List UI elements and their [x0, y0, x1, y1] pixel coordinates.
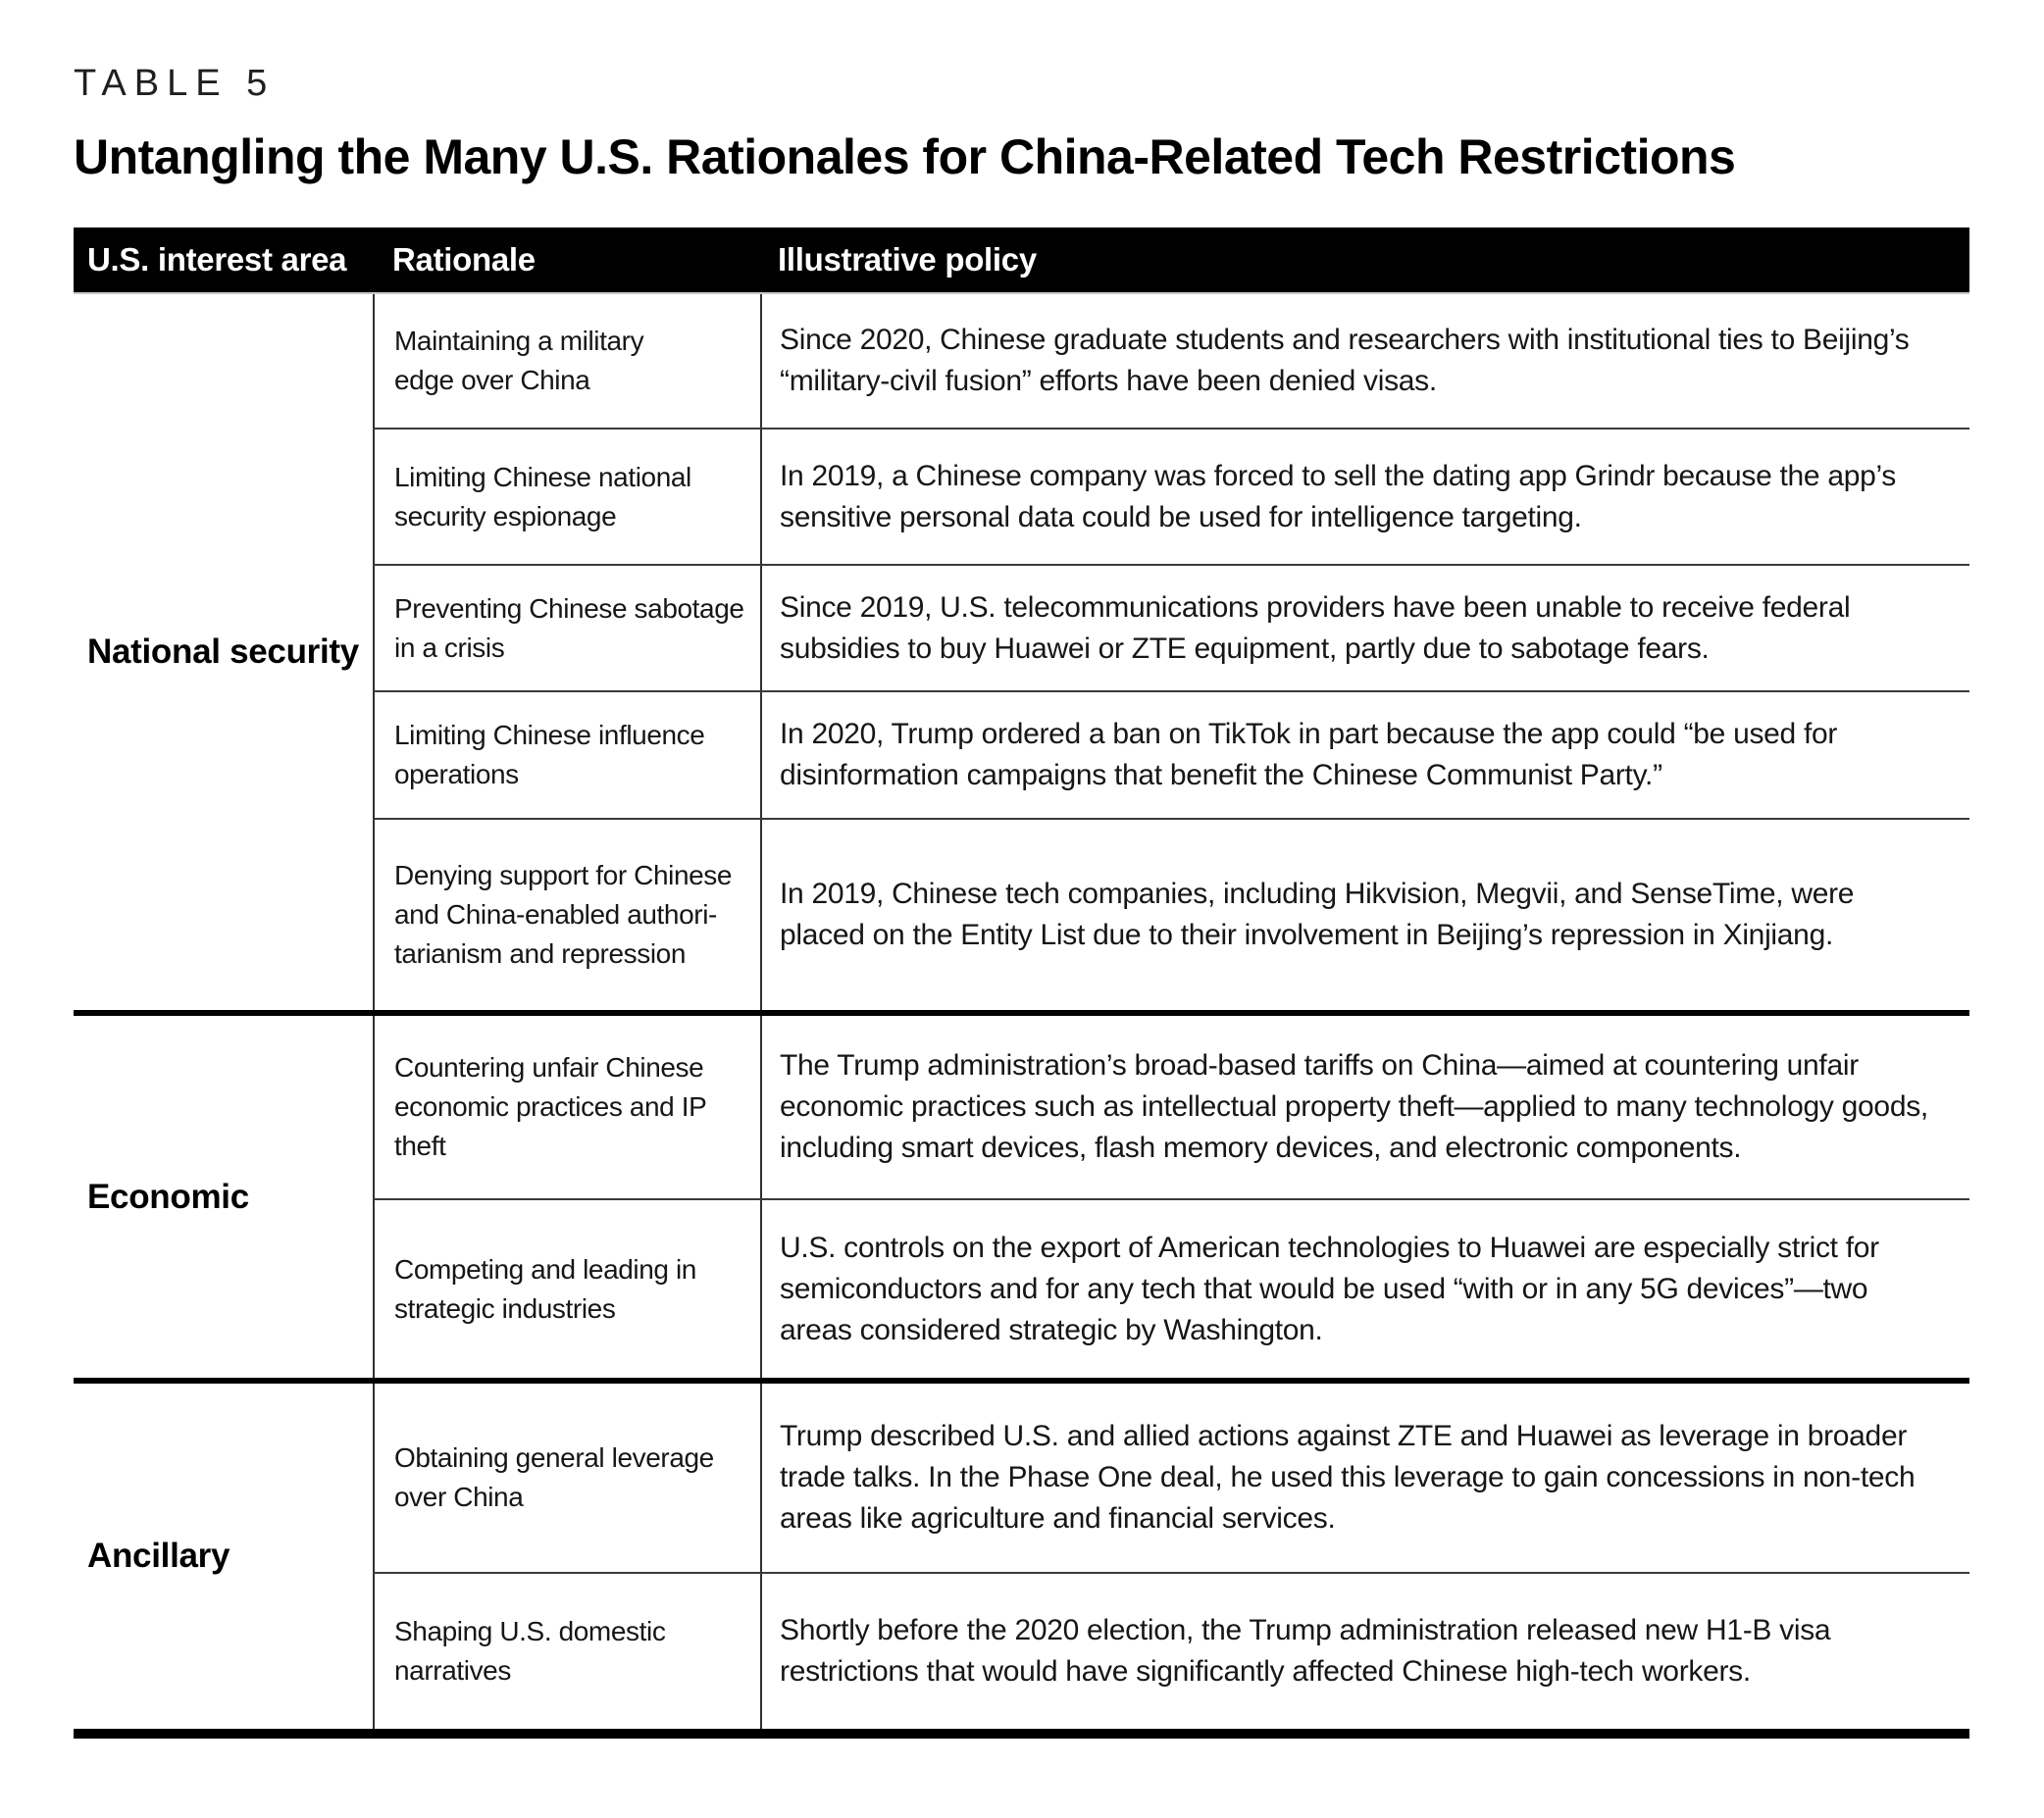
area-label: National security [87, 632, 359, 671]
table-row: Limiting Chinese national security espio… [373, 428, 1969, 564]
policy-cell: Since 2020, Chinese graduate students an… [760, 294, 1969, 428]
table-row: Limiting Chinese influence operations In… [373, 690, 1969, 818]
rationale-cell: Denying support for Chinese and China-en… [373, 820, 760, 1010]
rationale-cell: Countering unfair Chinese economic pract… [373, 1016, 760, 1198]
policy-cell: Shortly before the 2020 election, the Tr… [760, 1574, 1969, 1729]
table-row: Competing and leading in strategic indus… [373, 1198, 1969, 1378]
section-rows: Countering unfair Chinese economic pract… [373, 1016, 1969, 1378]
area-label: Economic [87, 1177, 249, 1216]
policy-text: U.S. controls on the export of American … [780, 1231, 1879, 1346]
rationale-cell: Obtaining general leverage over China [373, 1384, 760, 1572]
table-header-row: U.S. interest area Rationale Illustrativ… [74, 227, 1969, 294]
policy-cell: U.S. controls on the export of American … [760, 1200, 1969, 1378]
policy-text: Shortly before the 2020 election, the Tr… [780, 1614, 1831, 1688]
area-label: Ancillary [87, 1537, 230, 1575]
policy-text: Since 2019, U.S. telecommunications prov… [780, 590, 1851, 665]
column-header-illustrative-policy: Illustrative policy [778, 241, 1037, 278]
section-economic: Economic Countering unfair Chinese econo… [74, 1010, 1969, 1378]
section-ancillary: Ancillary Obtaining general leverage ove… [74, 1378, 1969, 1729]
section-national-security: National security Maintaining a military… [74, 294, 1969, 1010]
report-page: TABLE 5 Untangling the Many U.S. Rationa… [74, 63, 1969, 1739]
table-row: Maintaining a military edge over China S… [373, 294, 1969, 428]
policy-cell: In 2020, Trump ordered a ban on TikTok i… [760, 692, 1969, 818]
rationale-cell: Preventing Chinese sabotage in a crisis [373, 566, 760, 690]
table-row: Obtaining general leverage over China Tr… [373, 1384, 1969, 1572]
rationale-cell: Competing and leading in strategic indus… [373, 1200, 760, 1378]
policy-cell: Since 2019, U.S. telecommunications prov… [760, 566, 1969, 690]
policy-text: Trump described U.S. and allied actions … [780, 1420, 1916, 1535]
table-row: Preventing Chinese sabotage in a crisis … [373, 564, 1969, 690]
policy-text: In 2020, Trump ordered a ban on TikTok i… [780, 718, 1838, 791]
section-rows: Obtaining general leverage over China Tr… [373, 1384, 1969, 1729]
policy-text: The Trump administration’s broad-based t… [780, 1049, 1928, 1164]
policy-text: Since 2020, Chinese graduate students an… [780, 324, 1910, 397]
table-title: Untangling the Many U.S. Rationales for … [74, 129, 1736, 184]
column-header-interest-area: U.S. interest area [87, 241, 347, 278]
policy-cell: Trump described U.S. and allied actions … [760, 1384, 1969, 1572]
policy-cell: The Trump administration’s broad-based t… [760, 1016, 1969, 1198]
policy-cell: In 2019, Chinese tech companies, includi… [760, 820, 1969, 1010]
table-number-label: TABLE 5 [74, 63, 276, 104]
rationale-cell: Maintaining a military edge over China [373, 294, 760, 428]
policy-text: In 2019, a Chinese company was forced to… [780, 459, 1897, 533]
rationale-cell: Shaping U.S. domestic narratives [373, 1574, 760, 1729]
table-row: Shaping U.S. domestic narratives Shortly… [373, 1572, 1969, 1729]
column-header-rationale: Rationale [392, 241, 536, 278]
policy-cell: In 2019, a Chinese company was forced to… [760, 429, 1969, 564]
rationale-cell: Limiting Chinese influence operations [373, 692, 760, 818]
table-row: Denying support for Chinese and China-en… [373, 818, 1969, 1010]
rationales-table: U.S. interest area Rationale Illustrativ… [74, 227, 1969, 1739]
section-rows: Maintaining a military edge over China S… [373, 294, 1969, 1010]
table-row: Countering unfair Chinese economic pract… [373, 1016, 1969, 1198]
rationale-cell: Limiting Chinese national security espio… [373, 429, 760, 564]
policy-text: In 2019, Chinese tech companies, includi… [780, 878, 1855, 951]
